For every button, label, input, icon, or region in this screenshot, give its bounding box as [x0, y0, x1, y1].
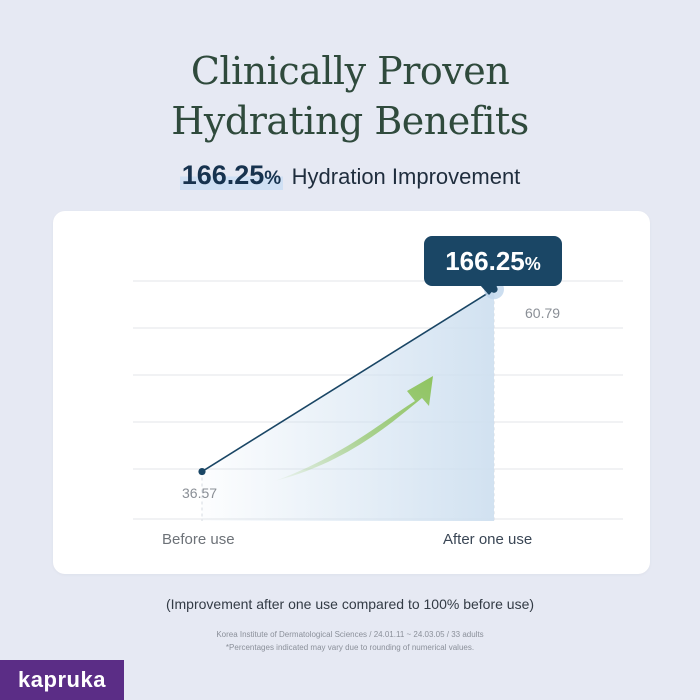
subtitle-unit: % — [264, 168, 281, 189]
subtitle-label: Hydration Improvement — [292, 164, 521, 189]
improvement-callout: 166.25% — [424, 236, 562, 286]
subtitle: 166.25% Hydration Improvement — [0, 160, 700, 191]
data-label-before: 36.57 — [182, 485, 217, 501]
x-label-before: Before use — [162, 531, 235, 548]
callout-unit: % — [525, 254, 541, 274]
title-line-2: Hydrating Benefits — [0, 96, 700, 146]
footnote: (Improvement after one use compared to 1… — [0, 596, 700, 612]
area-fill — [202, 289, 494, 521]
subtitle-value: 166.25 — [182, 160, 265, 190]
x-label-after: After one use — [443, 531, 532, 548]
brand-logo: kapruka — [0, 660, 124, 700]
page-title: Clinically Proven Hydrating Benefits — [0, 46, 700, 146]
source-line-1: Korea Institute of Dermatological Scienc… — [0, 628, 700, 641]
area-polygon — [202, 289, 494, 521]
data-label-after: 60.79 — [525, 305, 560, 321]
title-line-1: Clinically Proven — [0, 46, 700, 96]
callout-value: 166.25 — [445, 246, 525, 276]
subtitle-percentage: 166.25% — [180, 160, 284, 190]
source-note: Korea Institute of Dermatological Scienc… — [0, 628, 700, 654]
point-before — [198, 468, 205, 475]
source-line-2: *Percentages indicated may vary due to r… — [0, 641, 700, 654]
